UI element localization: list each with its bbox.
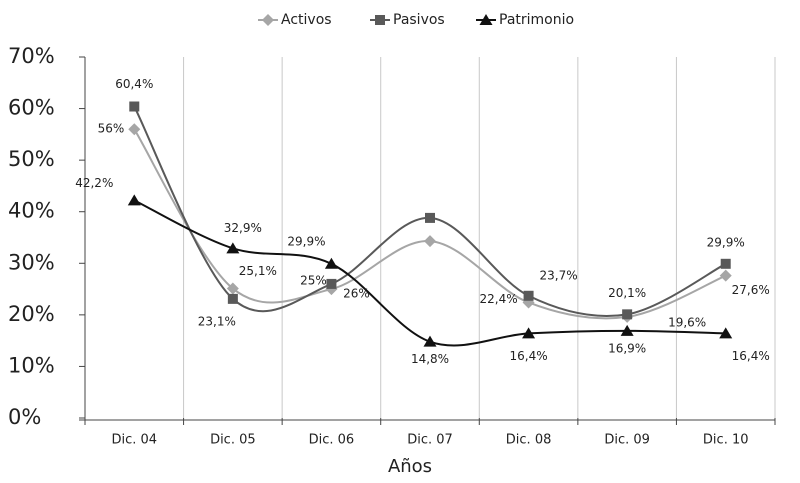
legend-marker xyxy=(479,14,493,25)
point-marker xyxy=(720,258,731,269)
y-tick-label: 70% xyxy=(8,44,55,68)
data-label: 32,9% xyxy=(224,221,262,235)
point-marker xyxy=(523,290,534,301)
point-marker xyxy=(326,278,337,289)
y-tick-label: 30% xyxy=(8,250,55,274)
data-label: 14,8% xyxy=(411,352,449,366)
point-marker xyxy=(127,194,141,206)
point-marker xyxy=(620,324,634,336)
legend-marker xyxy=(375,15,385,25)
legend-label: Patrimonio xyxy=(499,12,574,28)
data-label: 25,1% xyxy=(239,264,277,278)
y-tick-label: 60% xyxy=(8,96,55,120)
y-tick-label: 20% xyxy=(8,302,55,326)
data-label: 27,6% xyxy=(732,283,770,297)
y-tick-label: 0% xyxy=(8,405,41,429)
data-label: 42,2% xyxy=(75,176,113,190)
y-tick-label: 50% xyxy=(8,147,55,171)
x-tick-label: Dic. 07 xyxy=(407,433,453,448)
point-marker xyxy=(226,242,240,254)
data-label: 60,4% xyxy=(115,77,153,91)
point-marker xyxy=(324,257,338,269)
point-marker xyxy=(719,327,733,339)
data-label: 23,7% xyxy=(540,268,578,282)
x-tick-label: Dic. 09 xyxy=(604,433,650,448)
point-marker xyxy=(423,335,437,347)
point-marker xyxy=(522,327,536,339)
series-line xyxy=(133,106,727,317)
data-label: 19,6% xyxy=(668,315,706,329)
data-label: 29,9% xyxy=(707,235,745,249)
data-label: 20,1% xyxy=(608,286,646,300)
legend-label: Pasivos xyxy=(393,12,445,28)
data-label: 26% xyxy=(343,286,370,300)
x-tick-label: Dic. 10 xyxy=(703,433,749,448)
point-marker xyxy=(622,309,633,320)
data-label: 16,4% xyxy=(510,349,548,363)
point-marker xyxy=(425,212,435,223)
point-marker xyxy=(128,123,141,136)
data-label: 25% xyxy=(300,274,327,288)
y-tick-label: 10% xyxy=(8,353,55,377)
x-tick-label: Dic. 06 xyxy=(309,433,355,448)
data-label: 16,9% xyxy=(608,341,646,355)
point-marker xyxy=(227,293,238,304)
data-label: 22,4% xyxy=(480,292,518,306)
data-label: 23,1% xyxy=(198,314,236,328)
data-label: 29,9% xyxy=(287,234,325,248)
x-tick-label: Dic. 08 xyxy=(506,433,552,448)
point-marker xyxy=(226,282,239,295)
x-axis-title: Años xyxy=(388,456,432,477)
point-marker xyxy=(719,269,732,282)
x-tick-label: Dic. 04 xyxy=(111,433,157,448)
point-marker xyxy=(424,235,436,248)
point-marker xyxy=(129,101,140,112)
x-tick-label: Dic. 05 xyxy=(210,433,256,448)
legend-marker xyxy=(262,14,274,26)
data-label: 16,4% xyxy=(732,349,770,363)
y-tick-label: 40% xyxy=(8,199,55,223)
data-label: 56% xyxy=(98,122,125,136)
legend-label: Activos xyxy=(281,12,332,28)
